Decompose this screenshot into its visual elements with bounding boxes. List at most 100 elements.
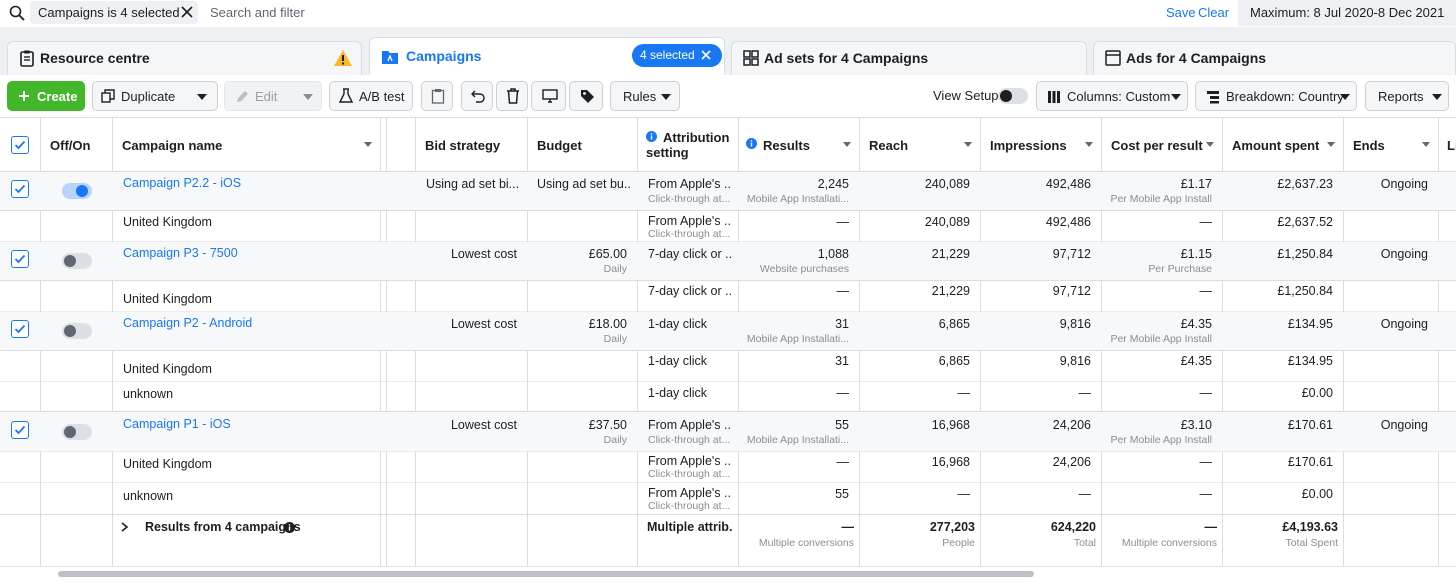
tab-resource-centre[interactable]: Resource centre xyxy=(7,41,362,75)
column-header-attribution[interactable]: Attribution setting xyxy=(637,118,738,172)
breakdown-button[interactable]: Breakdown: Country xyxy=(1195,81,1357,111)
spent-value: £1,250.84 xyxy=(1277,247,1333,261)
results-value[interactable]: 31 xyxy=(748,317,849,331)
row-checkbox[interactable] xyxy=(11,250,29,268)
reach-value: 240,089 xyxy=(924,177,970,191)
scrollbar-thumb[interactable] xyxy=(58,571,1034,577)
close-icon[interactable] xyxy=(180,5,194,19)
attribution: 1-day click xyxy=(648,386,708,400)
column-header-reach[interactable]: Reach xyxy=(859,118,980,172)
chevron-right-icon[interactable] xyxy=(121,522,129,532)
tab-campaigns[interactable]: Campaigns 4 selected xyxy=(369,37,725,76)
column-header-bid-strategy[interactable]: Bid strategy xyxy=(415,118,527,172)
table-row[interactable]: unknown From Apple's ... Click-through a… xyxy=(0,483,1456,514)
budget-sub: Daily xyxy=(603,434,627,446)
campaign-toggle[interactable] xyxy=(62,253,92,269)
campaign-name-link[interactable]: Campaign P1 - iOS xyxy=(123,417,231,431)
results-value[interactable]: 1,088 xyxy=(748,247,849,261)
filter-chip[interactable]: Campaigns is 4 selected xyxy=(30,1,198,24)
column-header-cost-per-result[interactable]: Cost per result xyxy=(1101,118,1222,172)
spent-value: £0.00 xyxy=(1301,386,1333,400)
row-checkbox[interactable] xyxy=(11,320,29,338)
header-label: Amount spent xyxy=(1232,138,1320,153)
campaign-toggle[interactable] xyxy=(62,183,92,199)
ab-test-button[interactable]: A/B test xyxy=(329,81,413,111)
horizontal-scrollbar[interactable] xyxy=(0,566,1456,582)
edit-label: Edit xyxy=(255,89,278,104)
selected-badge[interactable]: 4 selected xyxy=(632,44,722,67)
tab-ads[interactable]: Ads for 4 Campaigns xyxy=(1093,41,1456,75)
cpr-sub: Per Purchase xyxy=(1148,263,1212,275)
results-value[interactable]: 55 xyxy=(748,418,849,432)
tab-ad-sets[interactable]: Ad sets for 4 Campaigns xyxy=(731,41,1087,75)
results-value[interactable]: 2,245 xyxy=(748,177,849,191)
edit-button[interactable]: Edit xyxy=(224,81,322,111)
campaign-name-link[interactable]: Campaign P2 - Android xyxy=(123,316,253,330)
table-row[interactable]: Campaign P3 - 7500 Lowest cost £65.00 Da… xyxy=(0,242,1456,280)
table-row[interactable]: Campaign P2 - Android Lowest cost £18.00… xyxy=(0,312,1456,350)
totals-reach-sub: People xyxy=(942,537,975,549)
rules-button[interactable]: Rules xyxy=(610,81,680,111)
clear-link[interactable]: Clear xyxy=(1198,5,1230,20)
column-header-results[interactable]: Results xyxy=(738,118,859,172)
date-range-picker[interactable]: Maximum: 8 Jul 2020-8 Dec 2021 xyxy=(1238,0,1456,26)
tag-button[interactable] xyxy=(569,81,603,111)
create-button[interactable]: Create xyxy=(7,81,85,111)
table-row[interactable]: Campaign P2.2 - iOS Using ad set bi... U… xyxy=(0,172,1456,210)
info-icon[interactable] xyxy=(646,131,657,142)
table-row[interactable]: United Kingdom From Apple's ... Click-th… xyxy=(0,452,1456,482)
table-row[interactable]: unknown 1-day click — — — — £0.00 xyxy=(0,382,1456,411)
cpr-sub: Per Mobile App Install xyxy=(1110,333,1212,345)
table-row[interactable]: Campaign P1 - iOS Lowest cost £37.50 Dai… xyxy=(0,412,1456,451)
chevron-down-icon[interactable] xyxy=(303,94,313,100)
campaign-toggle[interactable] xyxy=(62,424,92,440)
budget: £18.00 xyxy=(588,317,627,331)
column-header-budget[interactable]: Budget xyxy=(527,118,637,172)
duplicate-button[interactable]: Duplicate xyxy=(92,81,218,111)
toolbar: Create Duplicate Edit A/B test Rules Vie… xyxy=(0,75,1456,118)
info-icon[interactable] xyxy=(284,522,295,533)
row-checkbox[interactable] xyxy=(11,180,29,198)
search-input[interactable]: Search and filter xyxy=(210,5,305,20)
column-header-impressions[interactable]: Impressions xyxy=(980,118,1101,172)
close-icon[interactable] xyxy=(700,49,712,61)
columns-button[interactable]: Columns: Custom xyxy=(1036,81,1188,111)
column-header-off-on[interactable]: Off/On xyxy=(40,118,112,172)
campaign-name-link[interactable]: Campaign P2.2 - iOS xyxy=(123,176,242,190)
info-icon[interactable] xyxy=(746,138,757,149)
table-row[interactable]: United Kingdom From Apple's ... Click-th… xyxy=(0,211,1456,241)
results-sub: Mobile App Installati... xyxy=(746,193,849,205)
column-header-campaign-name[interactable]: Campaign name xyxy=(112,118,380,172)
select-all-checkbox[interactable] xyxy=(11,136,29,154)
totals-results: — xyxy=(841,520,855,534)
column-header-ends[interactable]: Ends xyxy=(1343,118,1438,172)
header-label: Bid strategy xyxy=(425,138,501,153)
search-icon[interactable] xyxy=(9,5,25,21)
row-checkbox[interactable] xyxy=(11,421,29,439)
save-link[interactable]: Save xyxy=(1166,5,1196,20)
column-header-amount-spent[interactable]: Amount spent xyxy=(1222,118,1343,172)
warning-icon[interactable] xyxy=(333,49,353,67)
impressions-value: 9,816 xyxy=(1059,317,1091,331)
view-setup-toggle[interactable] xyxy=(998,88,1028,104)
campaign-toggle[interactable] xyxy=(62,323,92,339)
rules-label: Rules xyxy=(623,89,657,104)
attribution-sub: Click-through at... xyxy=(648,228,731,240)
chevron-down-icon xyxy=(1340,94,1350,100)
table-row[interactable]: United Kingdom 7-day click or ... — 21,2… xyxy=(0,281,1456,311)
date-range-label: Maximum: 8 Jul 2020-8 Dec 2021 xyxy=(1250,5,1445,20)
preview-button[interactable] xyxy=(531,81,566,111)
delete-button[interactable] xyxy=(496,81,528,111)
results-value: — xyxy=(836,215,850,229)
breakdown-country: United Kingdom xyxy=(123,215,212,229)
selected-badge-label: 4 selected xyxy=(640,48,695,62)
reports-button[interactable]: Reports xyxy=(1365,81,1449,111)
table-row[interactable]: United Kingdom 1-day click 31 6,865 9,81… xyxy=(0,351,1456,381)
column-header-li[interactable]: Li xyxy=(1438,118,1456,172)
campaign-name-link[interactable]: Campaign P3 - 7500 xyxy=(123,246,238,260)
chevron-down-icon[interactable] xyxy=(197,94,207,100)
copy-button[interactable] xyxy=(421,81,453,111)
spent-value: £2,637.52 xyxy=(1277,215,1333,229)
ends-value: Ongoing xyxy=(1380,177,1428,191)
undo-button[interactable] xyxy=(461,81,493,111)
